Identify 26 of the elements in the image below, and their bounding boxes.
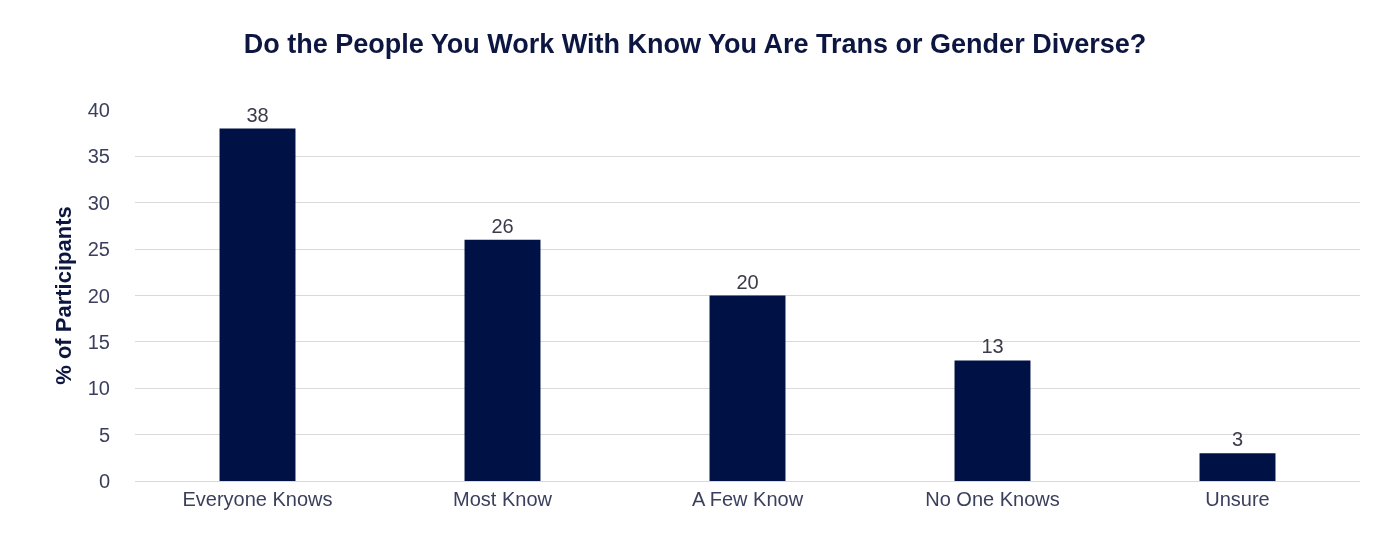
- y-tick-label: 35: [87, 145, 110, 168]
- x-tick-label: No One Knows: [925, 488, 1060, 510]
- bar: [954, 360, 1031, 481]
- data-label: 13: [981, 335, 1004, 358]
- chart-title: Do the People You Work With Know You Are Trans or Gender Diverse?: [243, 28, 1147, 59]
- x-tick-label: Most Know: [453, 488, 553, 510]
- bar: [1199, 453, 1276, 481]
- data-label: 3: [1231, 428, 1244, 451]
- y-tick-label: 5: [98, 423, 110, 446]
- bar: [464, 239, 541, 481]
- y-tick-label: 15: [87, 330, 110, 353]
- bar: [219, 128, 296, 481]
- bar: [709, 295, 786, 481]
- x-tick-label: A Few Know: [691, 488, 804, 510]
- data-label: 38: [246, 103, 269, 126]
- y-tick-label: 25: [87, 238, 110, 261]
- y-tick-label: 20: [87, 284, 110, 307]
- y-tick-label: 40: [87, 99, 110, 121]
- y-tick-label: 0: [98, 470, 110, 492]
- data-label: 20: [736, 270, 759, 293]
- data-label: 26: [491, 214, 514, 237]
- y-tick-label: 30: [87, 191, 110, 214]
- x-tick-label: Unsure: [1205, 488, 1270, 510]
- y-tick-label: 10: [87, 377, 110, 400]
- x-tick-label: Everyone Knows: [182, 488, 333, 510]
- y-axis-title: % of Participants: [50, 206, 76, 385]
